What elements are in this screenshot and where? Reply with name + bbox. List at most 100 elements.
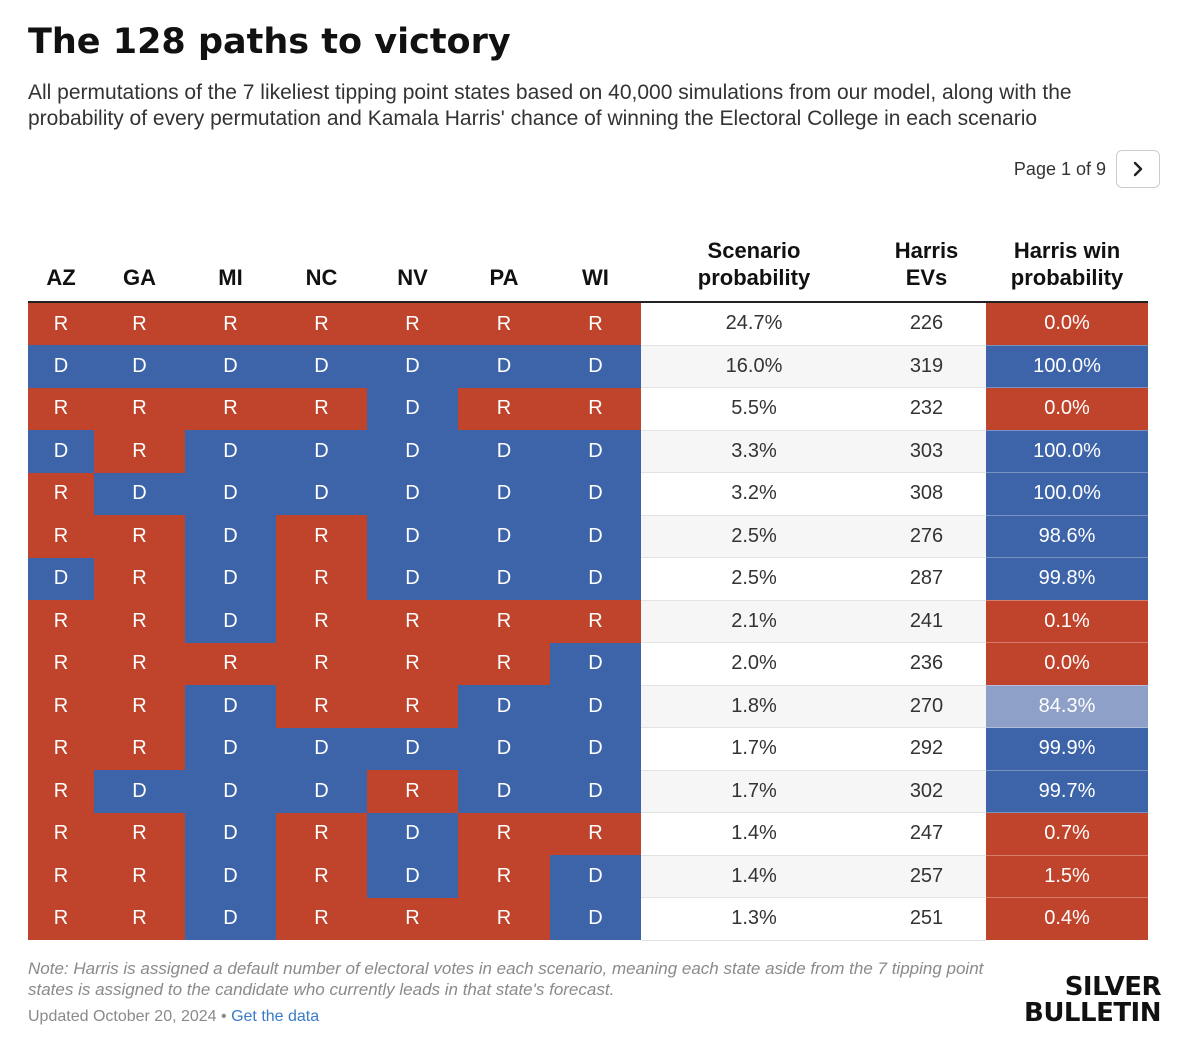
- harris-evs-cell: 257: [867, 855, 986, 898]
- scenario-probability-cell: 16.0%: [641, 345, 867, 388]
- table-row: R R R R D R R 5.5% 232 0.0%: [28, 387, 1148, 431]
- state-cell-wi: D: [550, 642, 641, 685]
- state-cell-wi: D: [550, 472, 641, 515]
- state-cell-wi: R: [550, 600, 641, 643]
- logo-line-2: BULLETIN: [1024, 998, 1162, 1028]
- chevron-right-icon: [1133, 161, 1143, 177]
- state-cell-ga: R: [94, 430, 185, 473]
- state-cell-pa: D: [458, 685, 550, 728]
- state-cell-az: D: [28, 557, 94, 600]
- state-cell-ga: R: [94, 600, 185, 643]
- table-row: D R D R D D D 2.5% 287 99.8%: [28, 557, 1148, 601]
- state-cell-ga: R: [94, 685, 185, 728]
- scenario-probability-cell: 1.3%: [641, 897, 867, 941]
- harris-evs-cell: 287: [867, 557, 986, 601]
- harris-win-probability-cell: 0.0%: [986, 642, 1148, 686]
- state-cell-mi: R: [185, 387, 276, 430]
- state-cell-az: D: [28, 345, 94, 388]
- column-header: PA: [489, 265, 519, 290]
- state-cell-nc: R: [276, 557, 367, 600]
- state-cell-nc: R: [276, 642, 367, 685]
- state-cell-az: R: [28, 770, 94, 813]
- state-cell-mi: D: [185, 685, 276, 728]
- state-cell-nv: D: [367, 855, 458, 898]
- state-cell-nc: R: [276, 855, 367, 898]
- scenario-probability-cell: 5.5%: [641, 387, 867, 431]
- state-cell-mi: D: [185, 855, 276, 898]
- state-cell-wi: D: [550, 557, 641, 600]
- table-row: R R D R D R D 1.4% 257 1.5%: [28, 855, 1148, 898]
- state-cell-ga: R: [94, 897, 185, 940]
- column-header: Scenario probability: [697, 238, 811, 290]
- scenario-probability-cell: 1.8%: [641, 685, 867, 728]
- state-cell-nv: R: [367, 600, 458, 643]
- header-row: AZ GA MI NC NV PA WI Scenario probability Harris E…: [28, 222, 1148, 302]
- state-cell-mi: D: [185, 515, 276, 558]
- state-cell-nv: D: [367, 727, 458, 770]
- state-cell-pa: R: [458, 302, 550, 345]
- state-cell-ga: R: [94, 812, 185, 855]
- scenario-probability-cell: 3.3%: [641, 430, 867, 473]
- scenario-probability-cell: 1.4%: [641, 855, 867, 898]
- harris-evs-cell: 247: [867, 812, 986, 856]
- state-cell-nc: R: [276, 685, 367, 728]
- state-cell-nc: D: [276, 770, 367, 813]
- scenario-probability-cell: 1.7%: [641, 770, 867, 813]
- state-cell-az: R: [28, 515, 94, 558]
- state-cell-nc: D: [276, 472, 367, 515]
- scenario-probability-cell: 2.5%: [641, 515, 867, 558]
- state-cell-wi: D: [550, 727, 641, 770]
- state-cell-mi: D: [185, 345, 276, 388]
- state-cell-az: R: [28, 855, 94, 898]
- state-cell-nv: R: [367, 770, 458, 813]
- state-cell-nv: D: [367, 557, 458, 600]
- state-cell-pa: D: [458, 770, 550, 813]
- column-header: Harris win probability: [1010, 238, 1124, 290]
- state-cell-mi: R: [185, 302, 276, 345]
- state-cell-nv: R: [367, 685, 458, 728]
- state-cell-nc: R: [276, 600, 367, 643]
- harris-evs-cell: 276: [867, 515, 986, 558]
- table-row: R R D R R R D 1.3% 251 0.4%: [28, 897, 1148, 941]
- state-cell-pa: D: [458, 345, 550, 388]
- state-cell-az: R: [28, 812, 94, 855]
- state-cell-mi: D: [185, 727, 276, 770]
- state-cell-wi: D: [550, 855, 641, 898]
- updated-date: Updated October 20, 2024: [28, 1008, 217, 1025]
- harris-win-probability-cell: 100.0%: [986, 430, 1148, 473]
- table-row: R R R R R R R 24.7% 226 0.0%: [28, 302, 1148, 346]
- table-row: D D D D D D D 16.0% 319 100.0%: [28, 345, 1148, 388]
- state-cell-pa: R: [458, 642, 550, 685]
- table-row: R R D D D D D 1.7% 292 99.9%: [28, 727, 1148, 771]
- state-cell-nc: R: [276, 302, 367, 345]
- state-cell-nv: R: [367, 302, 458, 345]
- table-row: R R D R D R R 1.4% 247 0.7%: [28, 812, 1148, 856]
- next-page-button[interactable]: [1116, 150, 1160, 188]
- table-row: R R R R R R D 2.0% 236 0.0%: [28, 642, 1148, 686]
- table-row: R D D D D D D 3.2% 308 100.0%: [28, 472, 1148, 516]
- column-header: NC: [305, 265, 338, 290]
- state-cell-az: R: [28, 387, 94, 430]
- column-header: GA: [123, 265, 156, 290]
- get-data-link[interactable]: Get the data: [231, 1008, 320, 1025]
- harris-win-probability-cell: 100.0%: [986, 472, 1148, 516]
- harris-win-probability-cell: 0.0%: [986, 302, 1148, 346]
- state-cell-mi: D: [185, 557, 276, 600]
- harris-win-probability-cell: 0.7%: [986, 812, 1148, 856]
- harris-win-probability-cell: 0.4%: [986, 897, 1148, 941]
- harris-evs-cell: 226: [867, 302, 986, 346]
- state-cell-nc: D: [276, 727, 367, 770]
- state-cell-ga: R: [94, 642, 185, 685]
- logo-line-1: SILVER: [1064, 972, 1162, 1002]
- state-cell-nv: R: [367, 642, 458, 685]
- scenario-probability-cell: 1.4%: [641, 812, 867, 856]
- state-cell-az: D: [28, 430, 94, 473]
- state-cell-ga: R: [94, 515, 185, 558]
- column-header: AZ: [46, 265, 76, 290]
- state-cell-mi: D: [185, 812, 276, 855]
- harris-win-probability-cell: 99.7%: [986, 770, 1148, 813]
- state-cell-wi: R: [550, 302, 641, 345]
- table-row: D R D D D D D 3.3% 303 100.0%: [28, 430, 1148, 473]
- harris-win-probability-cell: 99.9%: [986, 727, 1148, 771]
- state-cell-wi: R: [550, 812, 641, 855]
